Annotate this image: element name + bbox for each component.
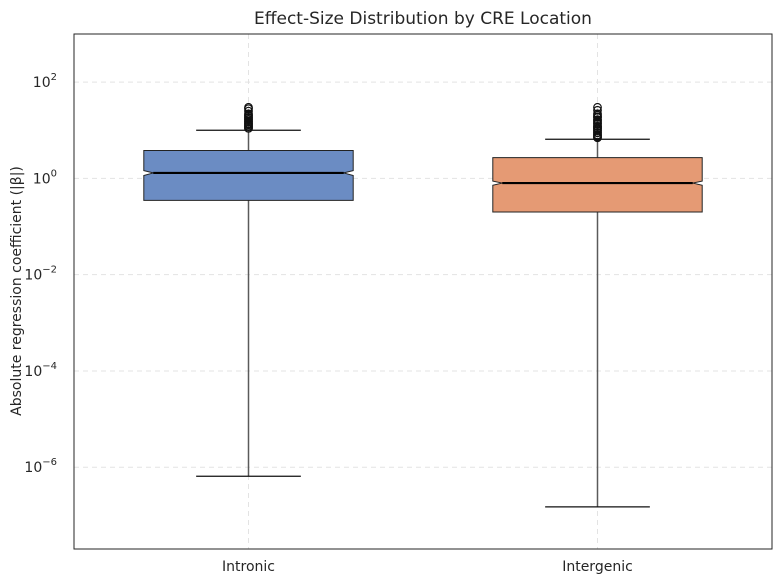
y-tick-label: 10−4 [24, 361, 57, 380]
y-tick-exponent: 0 [51, 168, 57, 179]
x-tick-labels: Intronic Intergenic [222, 559, 633, 575]
y-tick-exponent: −6 [42, 457, 57, 468]
y-tick-label: 10−2 [24, 265, 57, 284]
y-tick-exponent: −4 [42, 361, 57, 372]
y-tick-label: 10−6 [24, 457, 57, 476]
iqr-box [143, 149, 354, 201]
y-tick-base: 10 [24, 268, 42, 284]
outlier-point [593, 110, 602, 120]
y-tick-base: 10 [33, 171, 51, 187]
boxes [143, 102, 703, 508]
y-tick-base: 10 [24, 364, 42, 380]
box-intronic [143, 102, 354, 477]
y-tick-label: 102 [33, 72, 57, 91]
y-tick-label: 100 [33, 168, 57, 187]
outlier-point [244, 106, 253, 116]
chart-title: Effect-Size Distribution by CRE Location [254, 9, 592, 29]
y-tick-exponent: 2 [51, 72, 57, 83]
y-tick-base: 10 [24, 460, 42, 476]
y-tick-base: 10 [33, 75, 51, 91]
box-intergenic [492, 102, 703, 508]
y-tick-exponent: −2 [42, 265, 57, 276]
outlier-point [244, 110, 253, 120]
plot-frame [73, 33, 773, 550]
x-tick-label: Intergenic [562, 559, 633, 575]
iqr-box [492, 157, 703, 213]
y-axis-label: Absolute regression coefficient (|β|) [9, 166, 25, 416]
x-tick-label: Intronic [222, 559, 275, 575]
